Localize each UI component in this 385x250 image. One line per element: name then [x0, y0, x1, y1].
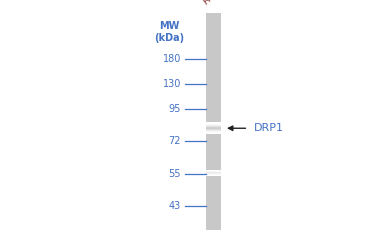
Bar	[206, 131, 221, 132]
Bar	[206, 133, 221, 134]
Bar	[206, 170, 221, 171]
Bar	[206, 125, 221, 126]
Bar	[206, 174, 221, 175]
Text: 72: 72	[169, 136, 181, 146]
Bar	[206, 132, 221, 133]
Bar	[206, 131, 221, 132]
Text: 130: 130	[162, 79, 181, 89]
Text: 55: 55	[169, 169, 181, 179]
Bar	[206, 128, 221, 129]
Bar	[206, 171, 221, 172]
Bar	[206, 171, 221, 172]
Bar	[206, 122, 221, 123]
Bar	[206, 173, 221, 174]
Text: DRP1: DRP1	[254, 123, 284, 133]
Bar	[206, 127, 221, 128]
Bar	[206, 129, 221, 130]
Bar	[206, 175, 221, 176]
Text: MW
(kDa): MW (kDa)	[154, 21, 184, 43]
Text: 180: 180	[162, 54, 181, 64]
Bar	[206, 130, 221, 131]
Bar	[206, 126, 221, 127]
Bar	[206, 127, 221, 128]
Bar	[206, 130, 221, 131]
Bar	[206, 129, 221, 130]
Bar	[206, 132, 221, 133]
Bar	[206, 173, 221, 174]
Bar	[206, 12, 221, 230]
Text: 43: 43	[169, 201, 181, 211]
Bar	[206, 172, 221, 173]
Bar	[206, 170, 221, 171]
Bar	[206, 128, 221, 129]
Bar	[206, 124, 221, 125]
Bar	[206, 126, 221, 127]
Text: 95: 95	[169, 104, 181, 114]
Bar	[206, 123, 221, 124]
Text: Rat2: Rat2	[201, 0, 225, 6]
Bar	[206, 123, 221, 124]
Bar	[206, 125, 221, 126]
Bar	[206, 174, 221, 175]
